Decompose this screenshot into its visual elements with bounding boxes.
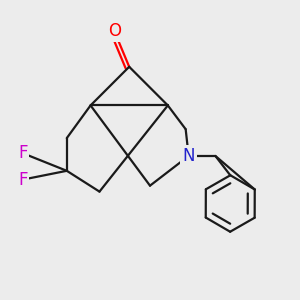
Text: F: F (19, 171, 28, 189)
Text: O: O (108, 22, 121, 40)
Text: N: N (182, 147, 195, 165)
Text: F: F (19, 144, 28, 162)
